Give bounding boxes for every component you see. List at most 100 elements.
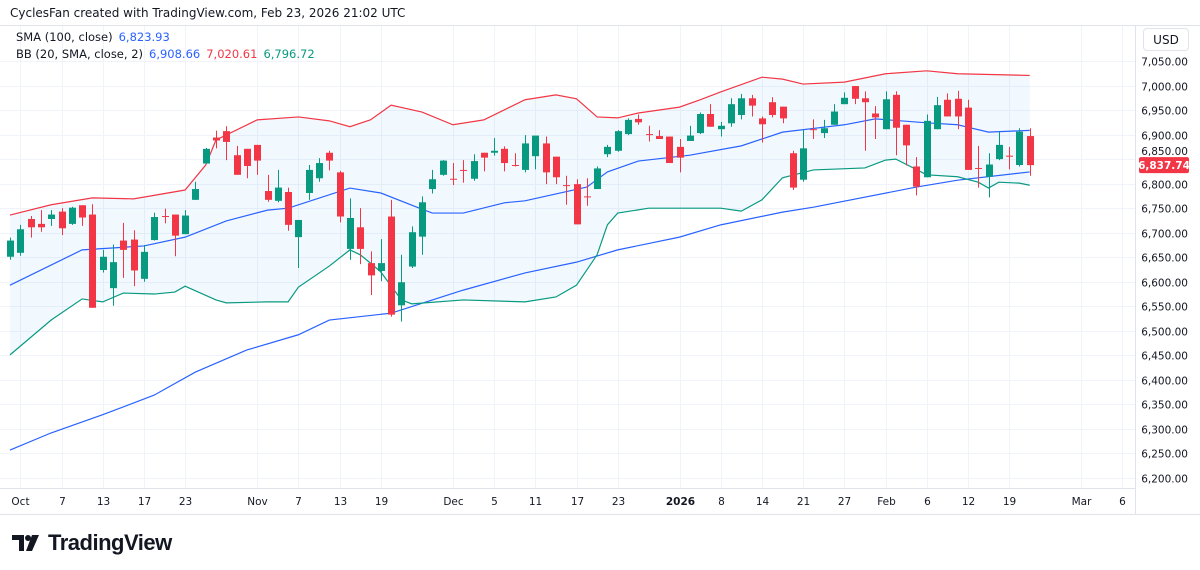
candle [584, 178, 591, 206]
candle-body [543, 143, 550, 173]
candle-body [594, 168, 601, 190]
candle-body [615, 131, 622, 151]
candle [368, 251, 375, 296]
time-tick-label: 23 [612, 496, 625, 508]
candle [810, 119, 817, 140]
time-tick-label: 8 [718, 496, 725, 508]
candle [347, 198, 354, 260]
candle [924, 114, 931, 178]
candle-body [419, 202, 426, 237]
bb-basis-line [9, 118, 1030, 286]
candle-body [955, 98, 962, 117]
time-tick-label: 11 [529, 496, 542, 508]
candle [975, 145, 982, 188]
candle-body [100, 256, 107, 270]
candle-body [285, 191, 292, 225]
candle [131, 230, 138, 287]
candle-body [646, 134, 653, 136]
candle [841, 92, 848, 105]
candle [852, 86, 859, 105]
candle-body [625, 119, 632, 135]
candle-body [254, 144, 261, 161]
candle [738, 93, 745, 120]
candle [862, 91, 869, 151]
candle [28, 216, 35, 238]
candle [1027, 128, 1034, 176]
candle [563, 175, 570, 205]
candle-body [234, 155, 241, 175]
candle-body [852, 86, 859, 99]
candle-body [17, 229, 24, 253]
tradingview-logo[interactable]: TradingView [12, 530, 172, 556]
candle [677, 139, 684, 173]
price-tick-label: 7,050.00 [1141, 57, 1188, 69]
price-axis[interactable]: 6,200.00 6,250.00 6,300.00 6,350.00 6,400.00… [1141, 57, 1188, 486]
candle [120, 222, 127, 278]
candle [275, 169, 282, 203]
candle [471, 154, 478, 181]
candle-body [707, 113, 714, 127]
candle [574, 179, 581, 225]
price-tick-label: 6,800.00 [1141, 180, 1188, 192]
price-tick-label: 6,750.00 [1141, 204, 1188, 216]
price-tick-label: 6,700.00 [1141, 229, 1188, 241]
sma-legend[interactable]: SMA (100, close) 6,823.93 [16, 30, 176, 44]
time-tick-label: Nov [247, 496, 268, 508]
candle [728, 98, 735, 127]
candle-body [831, 111, 838, 125]
candle [831, 104, 838, 125]
candle [707, 104, 714, 127]
candle [326, 150, 333, 171]
candle-body [532, 135, 539, 157]
candle-body [893, 94, 900, 128]
candle [398, 254, 405, 322]
candle-body [584, 196, 591, 198]
candle-body [821, 128, 828, 134]
bb-upper-value: 7,020.61 [206, 47, 258, 61]
candle-body [481, 152, 488, 158]
time-tick-label: 5 [491, 496, 498, 508]
candle-body [769, 102, 776, 115]
candle-body [924, 120, 931, 178]
candle [481, 152, 488, 172]
time-tick-label: Mar [1072, 496, 1092, 508]
candle [697, 112, 704, 135]
candle-body [872, 113, 879, 118]
time-axis[interactable]: Oct 7 13 17 23 Nov 7 13 19 Dec 5 11 17 23 2026 8 14 21 27 F… [11, 496, 1126, 508]
candle-body [841, 97, 848, 105]
candle [306, 165, 313, 200]
time-tick-label: 13 [97, 496, 110, 508]
candle [38, 210, 45, 232]
candle-body [800, 148, 807, 180]
candle-body [512, 165, 519, 167]
price-tick-label: 6,250.00 [1141, 449, 1188, 461]
bb-legend[interactable]: BB (20, SMA, close, 2) 6,908.66 7,020.61 6,… [16, 47, 321, 61]
candle [254, 144, 261, 175]
candle [162, 208, 169, 224]
candle [615, 130, 622, 152]
candle-body [780, 106, 787, 119]
candle-body [491, 150, 498, 153]
candle-body [38, 223, 45, 228]
candle-body [810, 129, 817, 131]
candle-body [687, 135, 694, 141]
candle [295, 219, 302, 269]
candle [687, 125, 694, 141]
time-tick-label: 23 [179, 496, 192, 508]
candle [965, 99, 972, 170]
currency-button[interactable]: USD [1143, 28, 1189, 51]
candle [666, 136, 673, 164]
sma100-line [9, 171, 1030, 451]
candle-body [203, 148, 210, 164]
time-tick-label: 12 [962, 496, 975, 508]
candle [234, 145, 241, 175]
candle [913, 157, 920, 196]
time-tick-label: 14 [756, 496, 770, 508]
bb-lower-line [9, 158, 1030, 356]
candle [378, 239, 385, 282]
candle-body [141, 251, 148, 279]
candle-body [120, 240, 127, 250]
price-tick-label: 6,200.00 [1141, 474, 1188, 486]
candle [646, 125, 653, 142]
